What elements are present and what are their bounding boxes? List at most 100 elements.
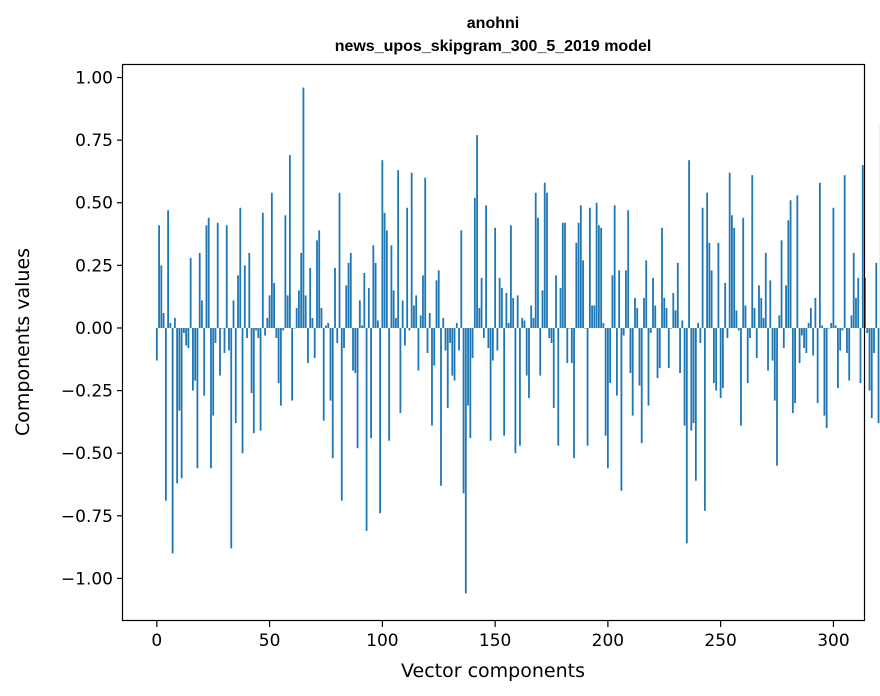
bar	[749, 327, 751, 338]
bar	[437, 270, 440, 328]
bar	[187, 327, 190, 349]
bar	[643, 297, 645, 328]
bar	[230, 327, 233, 549]
bar	[825, 327, 828, 429]
bar	[582, 260, 584, 328]
bar	[722, 327, 724, 389]
bar	[852, 252, 855, 328]
bar	[469, 327, 472, 439]
bar	[374, 262, 377, 328]
y-tick-label: 0.75	[75, 131, 113, 151]
bar	[336, 327, 339, 343]
bar	[182, 327, 185, 333]
bar	[259, 327, 262, 431]
bar	[431, 327, 433, 426]
bar	[570, 327, 573, 364]
bar	[742, 217, 745, 328]
bar	[859, 327, 862, 384]
bar	[755, 327, 758, 359]
y-tick-label: −0.75	[61, 507, 113, 527]
bar	[417, 327, 420, 371]
bar	[176, 327, 179, 484]
bar	[194, 327, 197, 381]
bar	[302, 87, 305, 328]
bar	[307, 327, 309, 364]
bar	[252, 327, 255, 434]
bar	[751, 175, 754, 328]
bar	[255, 327, 257, 331]
bar	[731, 215, 733, 328]
bar	[740, 327, 742, 426]
bar	[694, 327, 697, 481]
bar	[638, 327, 641, 386]
bar	[767, 327, 769, 371]
bar	[521, 317, 524, 328]
bar	[404, 327, 406, 346]
bar	[424, 177, 427, 328]
bar	[487, 327, 490, 349]
bar	[464, 327, 467, 594]
bar	[532, 317, 535, 328]
bar	[313, 327, 316, 359]
bar	[316, 240, 318, 328]
bar	[248, 252, 251, 328]
bar	[390, 245, 393, 328]
x-tick-label: 100	[366, 631, 398, 651]
bar	[534, 192, 537, 328]
bar	[376, 320, 379, 328]
bar	[286, 295, 289, 328]
bar	[818, 182, 821, 328]
bar	[667, 327, 670, 369]
bar	[701, 207, 704, 328]
bar	[268, 295, 271, 328]
bar	[467, 327, 469, 406]
bar	[164, 327, 167, 501]
bar	[203, 327, 206, 396]
bar	[832, 207, 835, 328]
bar	[334, 267, 336, 328]
bar	[870, 327, 873, 419]
bar	[442, 317, 445, 328]
x-tick-label: 0	[151, 631, 162, 651]
bar	[543, 182, 546, 328]
bar	[207, 217, 210, 328]
bar	[243, 265, 246, 328]
bar	[688, 160, 690, 328]
bar	[460, 230, 463, 328]
bar	[514, 327, 517, 454]
bar	[201, 300, 203, 328]
bar	[399, 327, 402, 414]
bar	[760, 297, 763, 328]
bar	[837, 327, 839, 389]
bar	[449, 327, 451, 343]
bar	[600, 227, 603, 328]
bar	[325, 325, 327, 328]
bar	[525, 327, 528, 376]
bar	[383, 212, 386, 328]
bar	[494, 227, 497, 328]
bar	[367, 287, 370, 328]
bar	[169, 322, 172, 328]
bar	[205, 225, 208, 328]
bar	[379, 327, 381, 514]
bar	[645, 260, 648, 328]
bar	[875, 262, 878, 328]
bar	[180, 327, 183, 479]
bar	[773, 327, 776, 401]
plot-frame	[121, 63, 866, 622]
bar	[210, 327, 212, 469]
bar	[807, 322, 810, 328]
y-axis-ticks: 1.00 0.75 0.50 0.25 0.00 −0.25 −0.50 −0.75 −1.00	[61, 69, 123, 589]
bar	[338, 192, 341, 328]
bar	[397, 170, 400, 328]
bar	[216, 222, 219, 328]
bar	[453, 327, 456, 381]
bar	[155, 327, 158, 361]
bar	[762, 317, 765, 328]
bar	[855, 297, 857, 328]
bar	[266, 317, 269, 328]
bar	[552, 327, 555, 409]
bar	[726, 327, 729, 338]
bar	[329, 327, 332, 401]
bar	[408, 327, 411, 331]
